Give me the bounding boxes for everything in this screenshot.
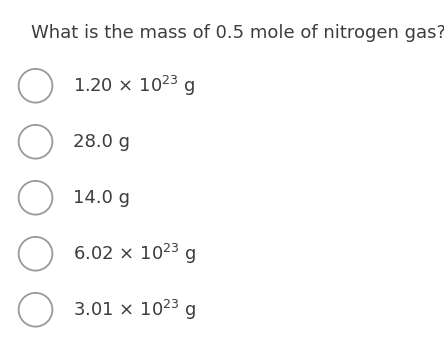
Text: 1.20 × 10$^{23}$ g: 1.20 × 10$^{23}$ g: [73, 74, 196, 98]
Ellipse shape: [19, 125, 52, 159]
Text: 28.0 g: 28.0 g: [73, 133, 130, 151]
Ellipse shape: [19, 293, 52, 327]
Ellipse shape: [19, 237, 52, 271]
Text: 6.02 × 10$^{23}$ g: 6.02 × 10$^{23}$ g: [73, 242, 197, 266]
Text: What is the mass of 0.5 mole of nitrogen gas?: What is the mass of 0.5 mole of nitrogen…: [31, 25, 444, 42]
Ellipse shape: [19, 181, 52, 215]
Text: 3.01 × 10$^{23}$ g: 3.01 × 10$^{23}$ g: [73, 298, 197, 322]
Text: 14.0 g: 14.0 g: [73, 189, 130, 207]
Ellipse shape: [19, 69, 52, 103]
